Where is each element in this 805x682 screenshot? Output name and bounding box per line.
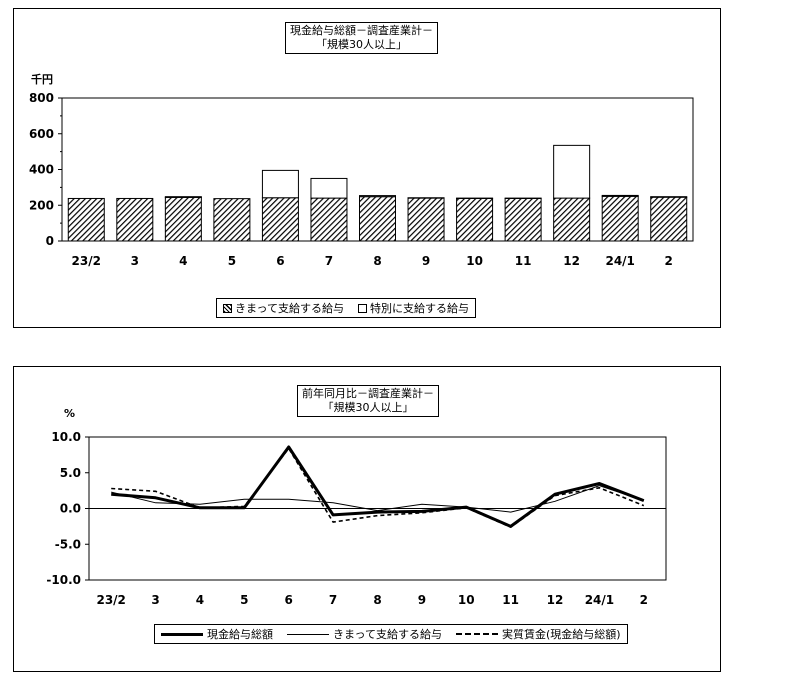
y-tick-label: 200 [29, 198, 54, 212]
thin-line-sample-icon [287, 633, 329, 635]
y-tick-label: -5.0 [55, 537, 81, 551]
y-tick-label: 10.0 [51, 430, 81, 444]
bar-chart-title: 現金給与総額－調査産業計－ 「規模30人以上」 [285, 22, 438, 54]
series-line-real-wage [111, 447, 645, 528]
bar-regular-pay [67, 197, 105, 242]
legend-label-regular-pay: きまって支給する給与 [235, 302, 345, 315]
legend-item-real-wage: 実質賃金(現金給与総額) [456, 626, 621, 642]
y-tick-label: 600 [29, 127, 54, 141]
legend-label-special-pay: 特別に支給する給与 [370, 302, 470, 315]
hatched-swatch-icon [223, 303, 232, 313]
x-tick-label: 24/1 [585, 593, 614, 607]
bar-chart-title-line-2: 「規模30人以上」 [316, 38, 407, 51]
x-tick-label: 12 [547, 593, 564, 607]
white-swatch-icon [358, 303, 368, 313]
x-tick-label: 3 [151, 593, 159, 607]
y-tick-label: 0 [46, 234, 54, 248]
bar-special-pay [359, 195, 396, 198]
x-tick-label: 2 [640, 593, 648, 607]
bar-regular-pay [504, 197, 542, 242]
bar-chart-unit-label: 千円 [31, 73, 53, 86]
x-tick-label: 10 [458, 593, 475, 607]
x-tick-label: 5 [240, 593, 248, 607]
series-line-total-pay [111, 445, 645, 528]
y-tick-label: 800 [29, 91, 54, 105]
bar-special-pay [164, 196, 202, 198]
x-tick-label: 9 [418, 593, 426, 607]
bar-special-pay [650, 196, 688, 198]
bar-special-pay [310, 177, 348, 199]
y-tick-label: -10.0 [46, 573, 81, 587]
x-tick-label: 6 [285, 593, 293, 607]
dashed-line-sample-icon [456, 633, 499, 635]
x-tick-label: 10 [466, 254, 483, 268]
legend-label-total-pay: 現金給与総額 [207, 628, 273, 641]
line-chart-title-line-2: 「規模30人以上」 [322, 401, 414, 414]
x-tick-label: 6 [276, 254, 284, 268]
x-tick-label: 12 [563, 254, 580, 268]
x-tick-label: 7 [329, 593, 337, 607]
bar-regular-pay [456, 197, 494, 242]
bar-regular-pay [553, 197, 591, 242]
legend-item-regular-pay: きまって支給する給与 [223, 300, 344, 316]
x-tick-label: 7 [325, 254, 333, 268]
bar-regular-pay [359, 196, 396, 242]
bar-special-pay [261, 169, 299, 199]
x-tick-label: 4 [179, 254, 187, 268]
line-chart-legend: 現金給与総額 きまって支給する給与 実質賃金(現金給与総額) [154, 624, 628, 644]
y-tick-label: 0.0 [60, 502, 81, 516]
bar-special-pay [601, 194, 639, 197]
x-tick-label: 24/1 [605, 254, 634, 268]
x-tick-label: 4 [196, 593, 204, 607]
thick-line-sample-icon [161, 632, 203, 636]
line-chart-unit-label: % [64, 407, 76, 420]
line-chart-title-line-1: 前年同月比－調査産業計－ [302, 387, 434, 400]
legend-item-total-pay: 現金給与総額 [161, 626, 273, 642]
y-tick-label: 5.0 [60, 466, 81, 480]
bar-chart-plot: 0 200 400 600 800 23/2 3 4 5 6 7 8 9 10 11 12 24/1 2 [29, 91, 694, 268]
bar-regular-pay [261, 197, 299, 242]
bar-special-pay [553, 144, 591, 199]
bar-chart-legend: きまって支給する給与 特別に支給する給与 [216, 298, 477, 318]
bar-regular-pay [213, 198, 251, 242]
legend-item-special-pay: 特別に支給する給与 [358, 300, 469, 316]
bar-regular-pay [116, 197, 154, 242]
bar-regular-pay [650, 196, 688, 242]
bar-regular-pay [310, 197, 348, 242]
x-tick-label: 8 [373, 254, 381, 268]
line-chart-title: 前年同月比－調査産業計－ 「規模30人以上」 [297, 385, 439, 417]
x-tick-label: 11 [502, 593, 519, 607]
x-tick-label: 3 [131, 254, 139, 268]
bar-regular-pay [164, 196, 202, 242]
x-tick-label: 8 [373, 593, 381, 607]
legend-label-regular-pay-line: きまって支給する給与 [333, 628, 443, 641]
x-tick-label: 2 [665, 254, 673, 268]
legend-item-regular-pay-line: きまって支給する給与 [287, 626, 442, 642]
line-chart-plot: 10.0 5.0 0.0 -5.0 -10.0 23/2 3 4 5 6 7 8 9 10 11 12 24/1… [46, 430, 667, 607]
bar-regular-pay [407, 197, 445, 242]
x-tick-label: 11 [515, 254, 532, 268]
y-tick-label: 400 [29, 163, 54, 177]
legend-label-real-wage: 実質賃金(現金給与総額) [502, 628, 621, 641]
bar-chart-panel: 現金給与総額－調査産業計－ 「規模30人以上」 千円 0 200 400 600 800… [13, 8, 721, 328]
bar-regular-pay [601, 195, 639, 242]
x-tick-label: 9 [422, 254, 430, 268]
bar-chart-title-line-1: 現金給与総額－調査産業計－ [290, 24, 433, 37]
x-tick-label: 5 [228, 254, 236, 268]
x-tick-label: 23/2 [72, 254, 101, 268]
line-chart-panel: 前年同月比－調査産業計－ 「規模30人以上」 % 10.0 5.0 0.0 -5.0 -… [13, 366, 721, 672]
x-tick-label: 23/2 [96, 593, 125, 607]
